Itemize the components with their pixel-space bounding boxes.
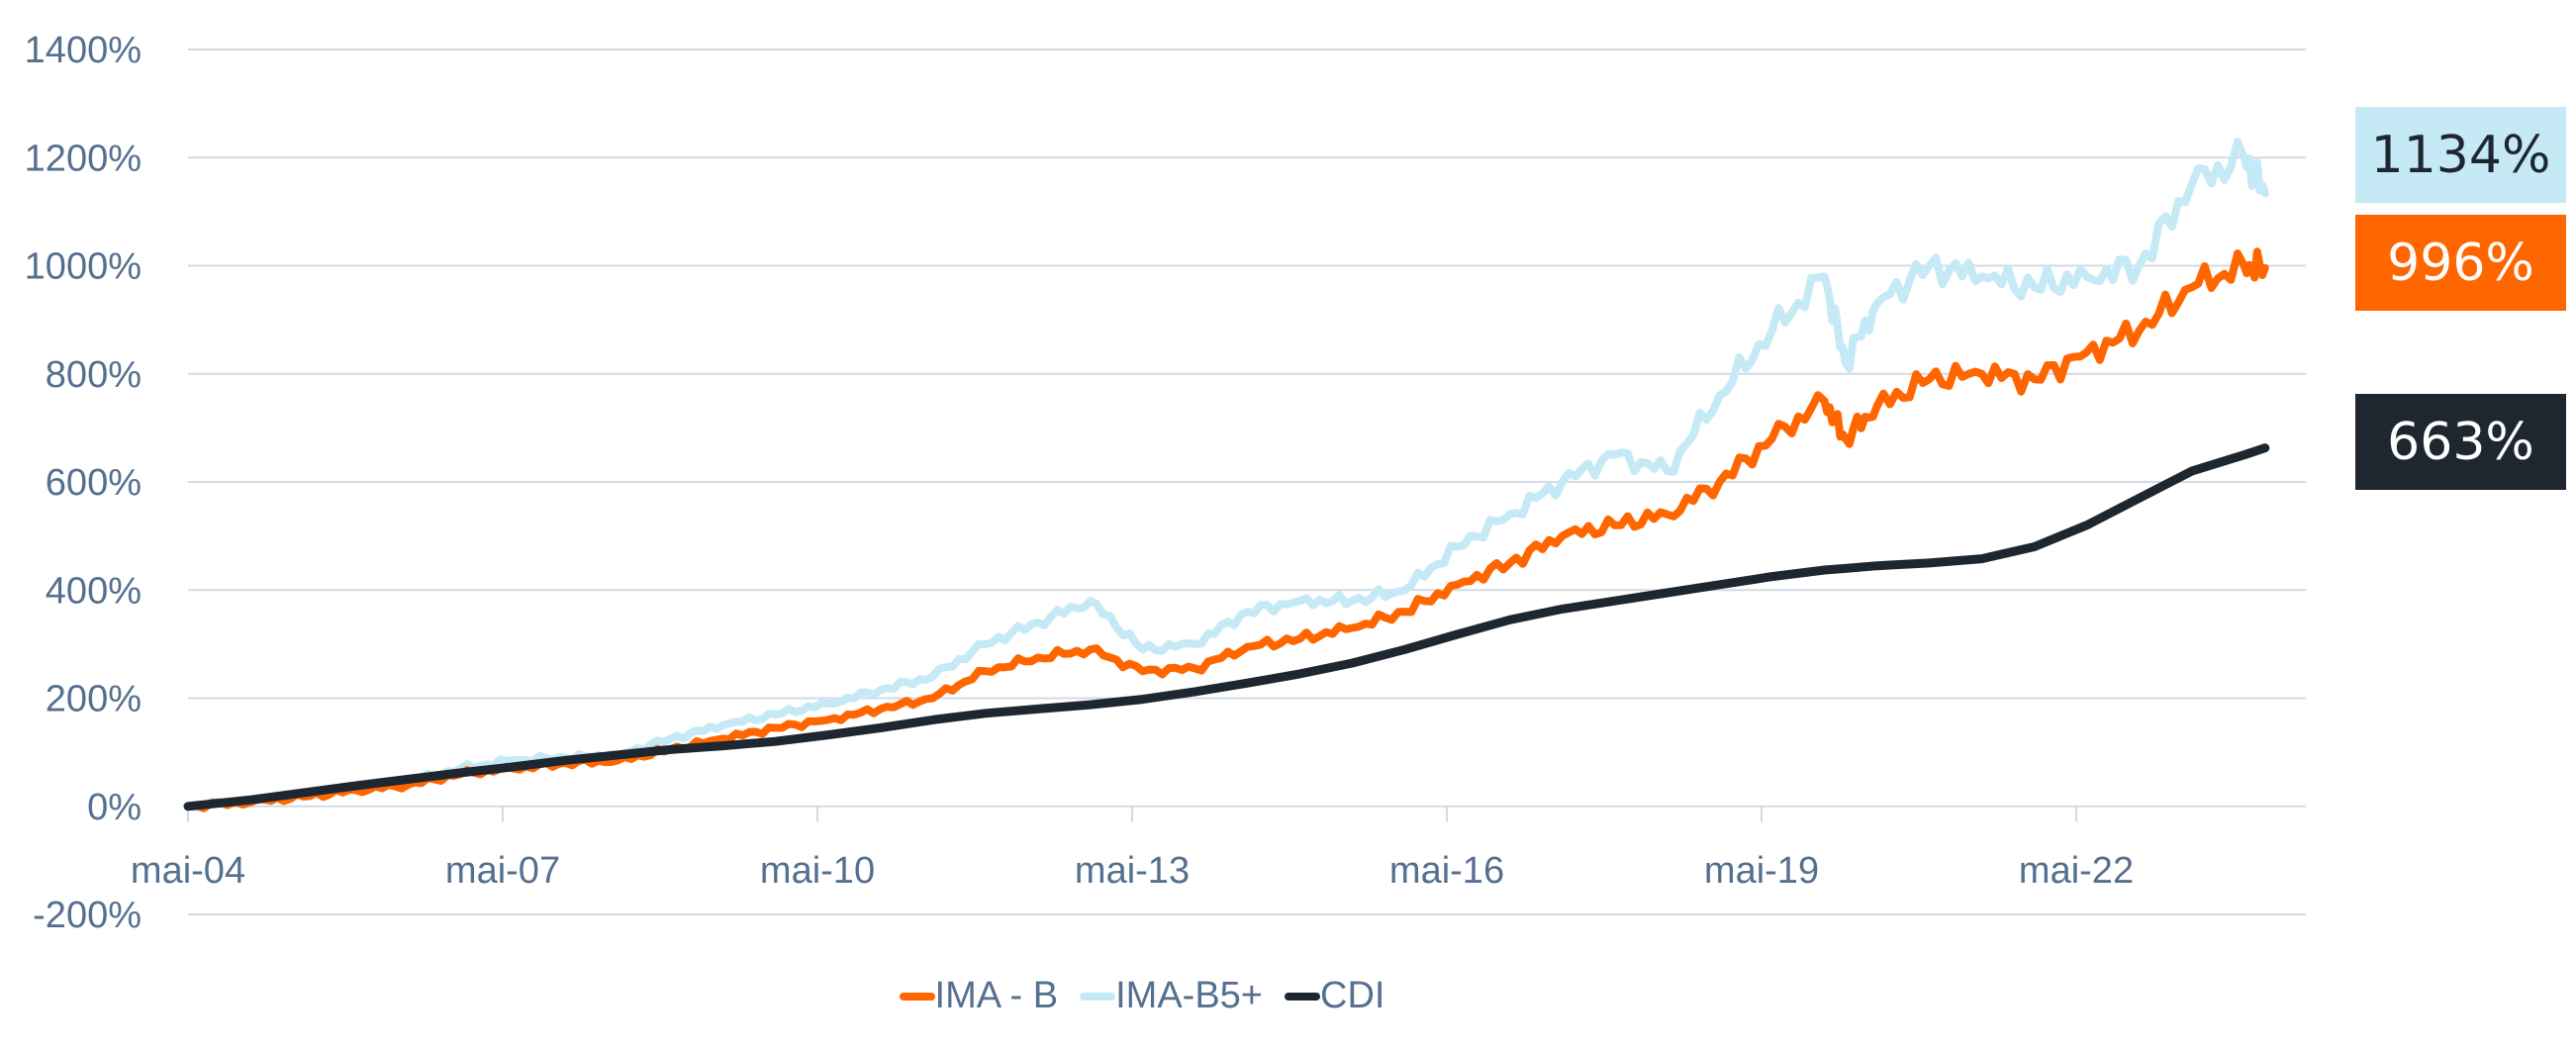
y-tick-label: 200% [46,679,142,720]
x-axis-labels: mai-04 mai-07 mai-10 mai-13 mai-16 mai-19 mai-… [131,806,2134,892]
legend-item-cdi[interactable]: CDI [1285,975,1384,1017]
y-tick-label: 1200% [25,138,142,179]
legend-swatch-cdi-icon [1285,992,1320,1001]
x-tick-label: mai-16 [1389,850,1504,892]
legend-swatch-ima-b-icon [899,992,935,1001]
legend-swatch-ima-b5-icon [1080,992,1116,1001]
legend-item-ima-b[interactable]: IMA - B [899,975,1059,1017]
y-axis-labels: 1400% 1200% 1000% 800% 600% 400% 200% 0% -200% [25,30,142,936]
y-tick-label: 0% [87,787,142,828]
x-tick-label: mai-13 [1075,850,1190,892]
legend-item-ima-b5[interactable]: IMA-B5+ [1080,975,1263,1017]
y-tick-label: 400% [46,570,142,612]
end-label-ima-b: 996% [2355,215,2566,311]
legend-label: IMA - B [934,975,1059,1016]
gridlines [188,48,2306,915]
y-tick-label: 1000% [25,246,142,288]
y-tick-label: 800% [46,354,142,396]
series-line-cdi [183,443,2270,811]
x-tick-label: mai-10 [760,850,875,892]
x-tick-label: mai-19 [1704,850,1819,892]
y-tick-label: 1400% [25,30,142,71]
end-label-ima-b5: 1134% [2355,107,2566,203]
y-tick-label: -200% [33,895,142,936]
legend: IMA - B IMA-B5+ CDI [0,975,2306,1017]
legend-label: IMA-B5+ [1115,975,1263,1016]
x-tick-label: mai-07 [445,850,560,892]
series-line-ima-b [184,247,2269,812]
end-label-cdi: 663% [2355,394,2566,490]
series-line-ima-b5- [184,138,2269,811]
x-tick-label: mai-22 [2019,850,2134,892]
x-tick-label: mai-04 [131,850,245,892]
y-tick-label: 600% [46,462,142,504]
series-lines [183,138,2270,812]
legend-label: CDI [1320,975,1385,1016]
